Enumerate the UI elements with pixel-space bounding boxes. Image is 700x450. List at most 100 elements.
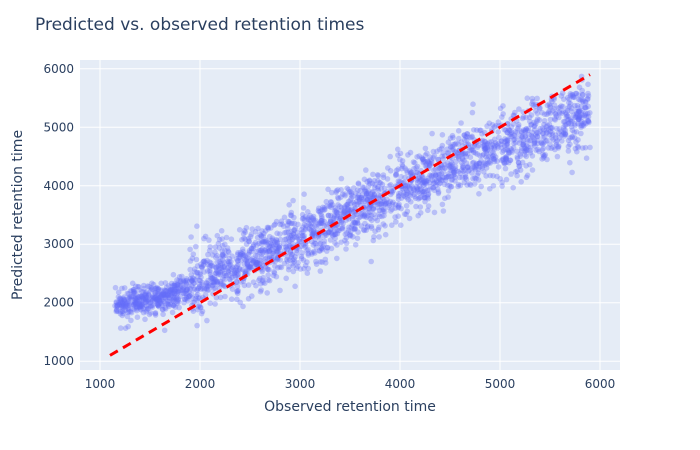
data-point — [536, 105, 543, 112]
data-point — [495, 164, 502, 170]
data-point — [241, 268, 248, 275]
data-point — [149, 302, 156, 309]
y-tick-label: 3000 — [43, 237, 74, 251]
data-point — [284, 258, 291, 265]
data-point — [504, 141, 510, 148]
data-point — [363, 214, 370, 221]
data-point — [404, 169, 411, 176]
data-point — [295, 221, 301, 228]
data-point — [174, 290, 180, 297]
data-point — [145, 297, 151, 304]
data-point — [464, 133, 470, 140]
data-point — [389, 206, 395, 213]
x-tick-label: 5000 — [485, 377, 516, 391]
data-point — [541, 121, 547, 128]
data-point — [402, 211, 408, 217]
data-point — [335, 187, 341, 193]
data-point — [553, 111, 559, 117]
data-point — [139, 298, 145, 304]
data-point — [490, 173, 496, 179]
data-point — [184, 287, 190, 293]
data-point — [448, 144, 454, 151]
data-point — [321, 238, 328, 244]
data-point — [266, 277, 273, 284]
data-point — [204, 268, 211, 274]
data-point — [223, 272, 229, 279]
data-point — [350, 234, 356, 240]
data-point — [243, 257, 249, 264]
data-point — [270, 250, 277, 257]
data-point — [154, 286, 160, 293]
data-point — [256, 247, 262, 254]
data-point — [375, 195, 382, 201]
data-point — [174, 281, 180, 288]
data-point — [270, 249, 277, 255]
data-point — [114, 303, 120, 310]
data-point — [516, 163, 522, 169]
data-point — [503, 156, 510, 162]
data-point — [375, 173, 382, 179]
data-point — [505, 137, 511, 144]
data-point — [578, 103, 585, 109]
data-point — [164, 291, 171, 298]
x-axis-title: Observed retention time — [264, 399, 436, 415]
data-point — [565, 113, 571, 119]
data-point — [155, 286, 162, 292]
data-point — [464, 131, 471, 137]
data-point — [243, 241, 250, 247]
data-point — [505, 126, 512, 132]
data-point — [478, 127, 484, 134]
data-point — [307, 212, 313, 219]
data-point — [132, 296, 139, 302]
data-point — [348, 208, 354, 214]
data-point — [449, 147, 456, 153]
data-point — [360, 196, 366, 203]
data-point — [583, 99, 589, 106]
data-point — [215, 263, 222, 270]
data-point — [449, 176, 456, 183]
data-point — [258, 287, 265, 293]
data-point — [549, 132, 556, 138]
data-point — [389, 222, 395, 228]
data-point — [165, 298, 171, 305]
data-point — [221, 259, 228, 266]
data-point — [361, 213, 368, 220]
data-point — [119, 303, 126, 309]
data-point — [306, 225, 312, 232]
data-point — [370, 188, 377, 195]
y-tick-label: 4000 — [43, 179, 74, 193]
x-tick-label: 4000 — [385, 377, 416, 391]
data-point — [146, 311, 153, 318]
data-point — [437, 176, 443, 183]
data-point — [448, 184, 454, 190]
data-point — [217, 262, 224, 269]
data-point — [428, 172, 435, 179]
data-point — [215, 271, 222, 278]
data-point — [440, 174, 446, 180]
data-point — [450, 169, 457, 176]
data-point — [199, 282, 205, 288]
data-point — [126, 300, 133, 307]
data-point — [211, 274, 218, 280]
data-point — [196, 277, 202, 284]
data-point — [145, 305, 151, 312]
data-point — [583, 155, 590, 161]
data-point — [494, 141, 500, 148]
data-point — [182, 290, 189, 297]
data-point — [555, 143, 561, 150]
data-point — [366, 205, 373, 211]
data-point — [539, 140, 545, 147]
data-point — [228, 266, 235, 273]
data-point — [259, 277, 266, 284]
data-point — [177, 282, 183, 289]
data-point — [554, 153, 561, 160]
data-point — [169, 309, 176, 316]
data-point — [307, 222, 314, 229]
data-point — [381, 208, 388, 215]
data-point — [195, 291, 201, 298]
data-point — [217, 269, 223, 276]
data-point — [319, 207, 326, 213]
data-point — [248, 260, 255, 267]
data-point — [137, 302, 143, 309]
